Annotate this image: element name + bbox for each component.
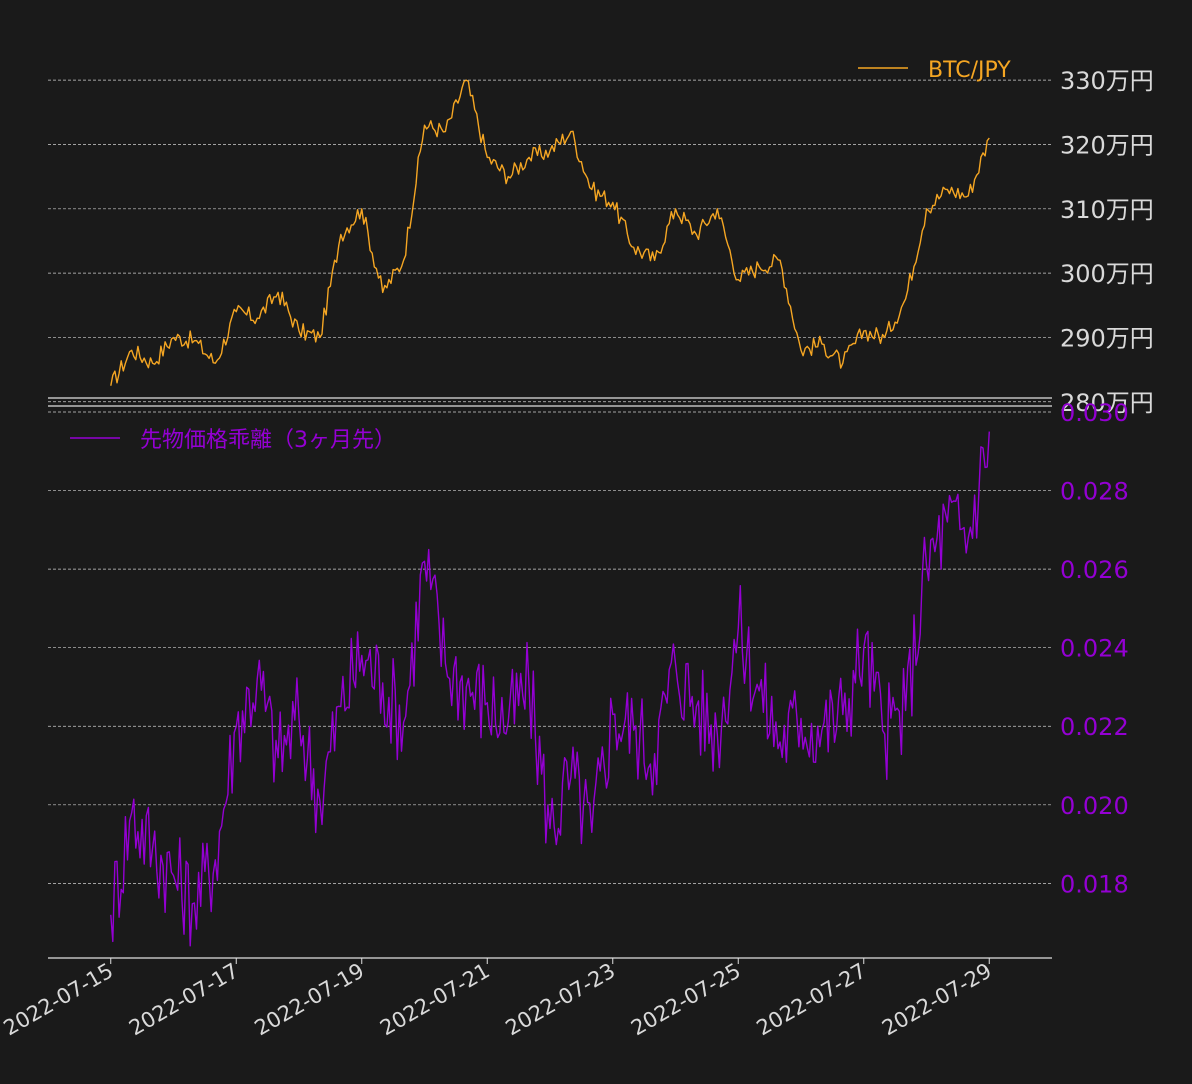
y-tick-label: 320万円	[1060, 131, 1154, 159]
series-line	[110, 431, 990, 947]
y-tick-label: 0.028	[1060, 478, 1129, 506]
y-tick-label: 0.030	[1060, 399, 1129, 427]
y-tick-label: 310万円	[1060, 196, 1154, 224]
y-tick-label: 0.020	[1060, 792, 1129, 820]
y-tick-label: 0.024	[1060, 635, 1129, 663]
series-line	[110, 79, 990, 386]
y-tick-label: 330万円	[1060, 67, 1154, 95]
legend-label: 先物価格乖離（3ヶ月先）	[140, 428, 396, 453]
futures-basis-panel: 0.018 0.020 0.022 0.024 0.026 0.028 0.030 先物価格乖…	[48, 399, 1129, 959]
btc-price-panel: 280万円 290万円 300万円 310万円 320万円 330万円 BTC/JPY	[48, 58, 1154, 417]
y-tick-label: 0.022	[1060, 713, 1129, 741]
y-tick-label: 0.026	[1060, 556, 1129, 584]
y-tick-label: 290万円	[1060, 324, 1154, 352]
y-tick-label: 280万円	[1060, 389, 1154, 417]
legend-label: BTC/JPY	[928, 58, 1011, 83]
y-tick-label: 0.018	[1060, 870, 1129, 898]
y-tick-label: 300万円	[1060, 260, 1154, 288]
